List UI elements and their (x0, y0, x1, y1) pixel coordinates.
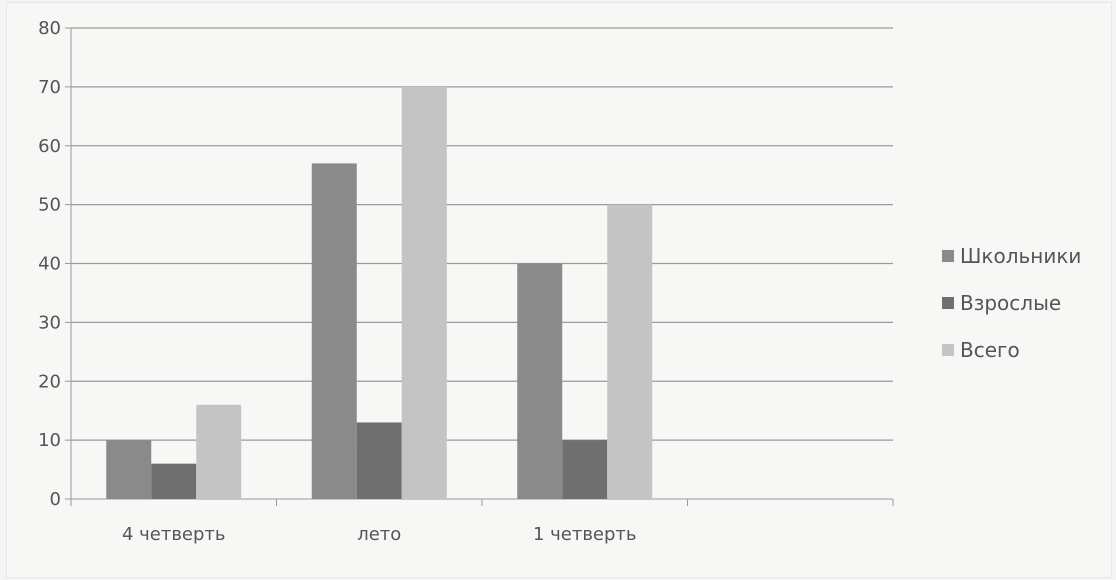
bar-2-0 (517, 263, 563, 499)
legend-item-schoolchildren: Школьники (942, 232, 1081, 279)
legend-item-total: Всего (942, 326, 1081, 373)
bar-2-2 (607, 204, 653, 499)
legend-label-adults: Взрослые (960, 290, 1062, 315)
axes (65, 27, 894, 506)
y-tick-label-60: 60 (38, 136, 61, 157)
y-tick-label-30: 30 (38, 312, 61, 333)
y-tick-label-20: 20 (38, 371, 61, 392)
legend-swatch-adults (942, 296, 954, 309)
legend-label-schoolchildren: Школьники (960, 243, 1082, 268)
gridlines (71, 27, 893, 441)
legend-item-adults: Взрослые (942, 279, 1081, 326)
legend-label-total: Всего (960, 337, 1020, 362)
bar-1-1 (356, 422, 402, 499)
bar-0-2 (196, 404, 242, 499)
y-tick-label-40: 40 (38, 254, 61, 275)
bars (106, 86, 653, 499)
bar-0-1 (151, 463, 197, 499)
bar-1-2 (401, 86, 447, 499)
x-tick-label-2: 1 четверть (533, 524, 637, 545)
y-tick-label-50: 50 (38, 195, 61, 216)
y-tick-label-0: 0 (50, 489, 61, 510)
bar-2-1 (562, 440, 608, 499)
legend-swatch-schoolchildren (942, 249, 954, 262)
legend: Школьники Взрослые Всего (942, 232, 1081, 373)
x-tick-label-1: лето (357, 524, 401, 545)
x-tick-label-0: 4 четверть (122, 524, 226, 545)
y-tick-labels: 0 10 20 30 40 50 60 70 80 (38, 18, 61, 510)
legend-swatch-total (942, 343, 954, 356)
bar-1-0 (311, 163, 357, 499)
y-tick-label-70: 70 (38, 77, 61, 98)
x-tick-labels: 4 четверть лето 1 четверть (122, 524, 637, 545)
y-tick-label-80: 80 (38, 18, 61, 39)
y-tick-label-10: 10 (38, 430, 61, 451)
bar-0-0 (106, 440, 152, 499)
